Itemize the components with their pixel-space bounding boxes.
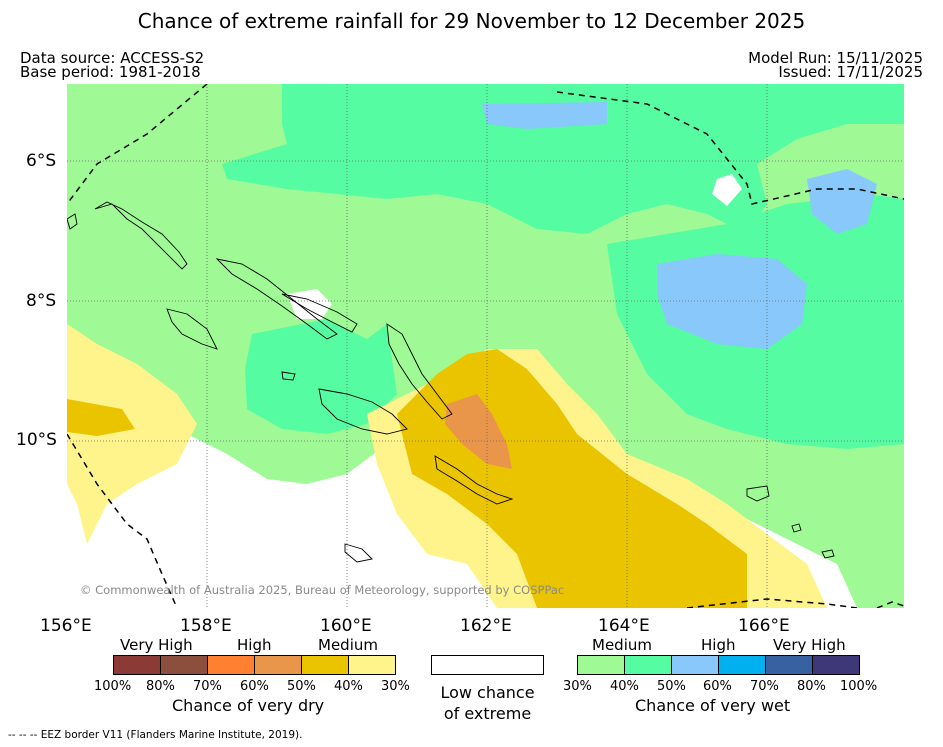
colorbar-swatch [208,656,255,674]
low-chance-patch [287,289,332,319]
eez-footnote: -- -- -- EEZ border V11 (Flanders Marine… [8,729,303,741]
wet-tick: 70% [750,679,779,694]
lon-label: 162°E [460,616,512,636]
wet-category-label: Very High [773,636,846,654]
colorbar-swatch [766,656,813,674]
dry-category-label: Medium [318,636,378,654]
low-chance-line1: Low chance [440,683,535,702]
island-santa-cruz [746,485,770,502]
island-new-georgia [166,308,218,350]
wet-category-label: Medium [592,636,652,654]
colorbar-swatch [813,656,859,674]
dry-tick: 60% [240,679,269,694]
colorbar-swatch [625,656,672,674]
dry-category-label: Very High [120,636,193,654]
dry-category-label: High [237,636,272,654]
issued-date: Issued: 17/11/2025 [778,63,923,81]
island-small [821,549,835,559]
colorbar-swatch [578,656,625,674]
island-small [281,371,296,381]
eez-border [67,84,904,608]
header-left: Data source: ACCESS-S2 Base period: 1981… [20,49,205,81]
dry-tick: 100% [94,679,132,694]
dry-tick: 80% [146,679,175,694]
wet-caption: Chance of very wet [635,696,791,715]
wet-tick: 50% [657,679,686,694]
base-period: Base period: 1981-2018 [20,63,201,81]
colorbar-swatch [114,656,161,674]
dry-50-region [445,394,512,469]
island-bougainville [94,201,188,270]
islands [67,201,835,563]
dry-tick: 50% [287,679,316,694]
lat-label: 6°S [26,151,57,171]
lat-label: 8°S [26,291,57,311]
island-guadalcanal [318,388,408,435]
rainfall-map [67,84,904,608]
wet-tick: 30% [563,679,592,694]
colorbar-swatch [255,656,302,674]
dry-40-region [67,399,135,436]
island-small [67,213,78,230]
dry-tick: 40% [334,679,363,694]
lon-label: 160°E [320,616,372,636]
island-malaita [386,323,453,420]
colorbar-swatch [672,656,719,674]
low-chance-line2: of extreme [443,704,532,723]
island-rennell [344,543,373,563]
wet-50-region [807,169,877,234]
chart-title: Chance of extreme rainfall for 29 Novemb… [137,9,806,33]
colorbar-swatch [349,656,395,674]
dry-colorbar [113,655,396,675]
island-small [791,523,802,533]
wet-30-region [67,84,904,608]
lon-label: 156°E [40,616,92,636]
lon-label: 166°E [738,616,790,636]
dry-tick: 30% [381,679,410,694]
wet-tick: 60% [703,679,732,694]
header-right: Model Run: 15/11/2025 Issued: 17/11/2025 [748,49,923,81]
lat-label: 10°S [16,430,57,450]
colorbar-swatch [302,656,349,674]
wet-40-region [245,319,397,434]
colorbar-swatch [161,656,208,674]
wet-50-region [482,102,607,129]
copyright-notice: © Commonwealth of Australia 2025, Bureau… [80,583,565,597]
wet-colorbar [577,655,860,675]
island-choiseul [215,258,338,340]
dry-caption: Chance of very dry [172,696,325,715]
low-chance-caption: Low chance of extreme [431,682,544,724]
wet-50-region [657,254,807,349]
island-makira [434,455,514,505]
wet-tick: 80% [797,679,826,694]
lon-label: 158°E [180,616,232,636]
wet-tick: 100% [840,679,878,694]
wet-tick: 40% [610,679,639,694]
colorbar-swatch [719,656,766,674]
dry-tick: 70% [193,679,222,694]
wet-category-label: High [701,636,736,654]
lon-label: 164°E [598,616,650,636]
data-source: Data source: ACCESS-S2 [20,49,205,67]
model-run: Model Run: 15/11/2025 [748,49,923,67]
low-chance-patch [712,174,742,206]
island-santa-isabel [281,293,358,333]
low-chance-swatch [431,655,544,675]
